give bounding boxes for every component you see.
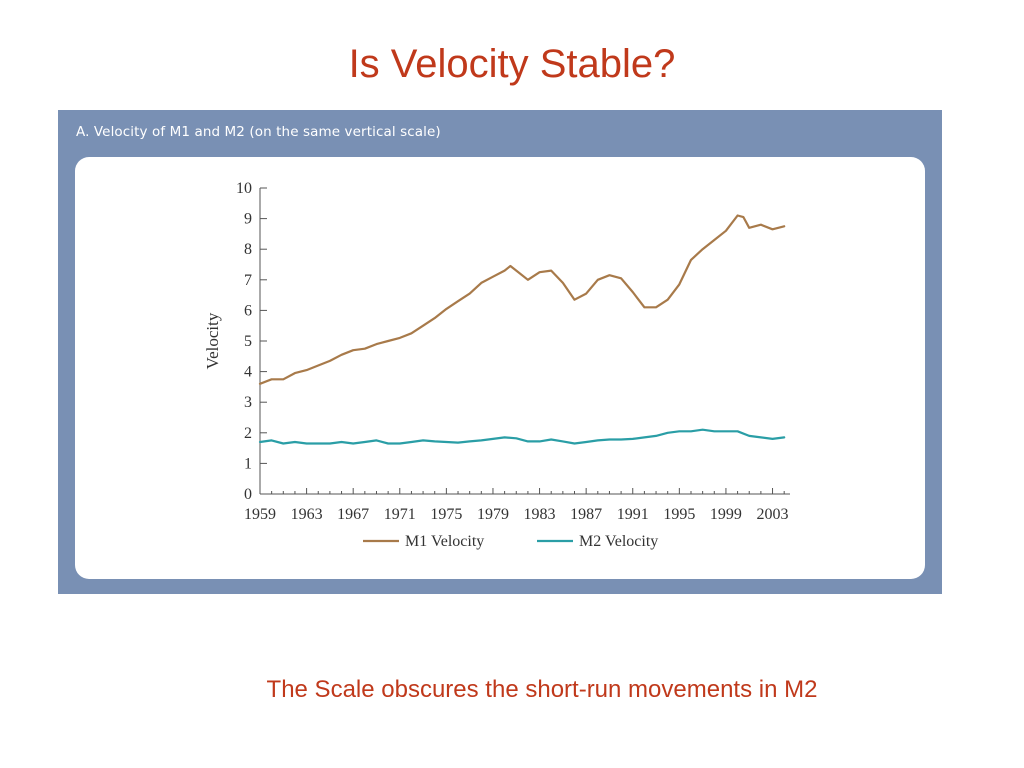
- x-tick-label: 2003: [757, 506, 789, 523]
- legend-label-m2: M2 Velocity: [579, 533, 658, 550]
- x-tick-label: 1967: [337, 506, 369, 523]
- series-line-m2-velocity: [258, 428, 786, 445]
- slide-title: Is Velocity Stable?: [348, 42, 676, 86]
- y-tick-label: 2: [244, 425, 252, 442]
- y-tick-label: 0: [244, 486, 252, 503]
- y-tick-label: 7: [244, 272, 252, 289]
- y-tick-label: 9: [244, 211, 252, 228]
- x-tick-label: 1987: [570, 506, 602, 523]
- slide-caption: The Scale obscures the short-run movemen…: [266, 676, 818, 703]
- series-line-m1-velocity: [258, 214, 786, 385]
- velocity-line-chart: 0 1 2 3 4 5 6 7 8 9 10 1959 1963 1967 1971 1975 1979 1983…: [203, 180, 790, 550]
- y-tick-label: 10: [236, 180, 252, 197]
- y-tick-label: 8: [244, 241, 252, 258]
- x-tick-label: 1999: [710, 506, 742, 523]
- x-tick-label: 1979: [477, 506, 509, 523]
- x-tick-label: 1963: [291, 506, 323, 523]
- y-tick-label: 1: [244, 455, 252, 472]
- y-tick-label: 5: [244, 333, 252, 350]
- x-tick-label: 1991: [617, 506, 649, 523]
- x-tick-label: 1959: [244, 506, 276, 523]
- y-axis-label: Velocity: [203, 312, 222, 369]
- chart-title: A. Velocity of M1 and M2 (on the same ve…: [76, 124, 441, 140]
- legend-label-m1: M1 Velocity: [405, 533, 484, 550]
- y-tick-label: 4: [244, 364, 252, 381]
- x-tick-label: 1995: [663, 506, 695, 523]
- y-tick-label: 3: [244, 394, 252, 411]
- x-tick-label: 1975: [430, 506, 462, 523]
- chart-panel: 0 1 2 3 4 5 6 7 8 9 10 1959 1963 1967 1971 1975 1979 1983…: [75, 157, 925, 579]
- y-tick-label: 6: [244, 302, 252, 319]
- x-tick-label: 1983: [524, 506, 556, 523]
- x-tick-label: 1971: [384, 506, 416, 523]
- figure-frame: A. Velocity of M1 and M2 (on the same ve…: [58, 110, 942, 594]
